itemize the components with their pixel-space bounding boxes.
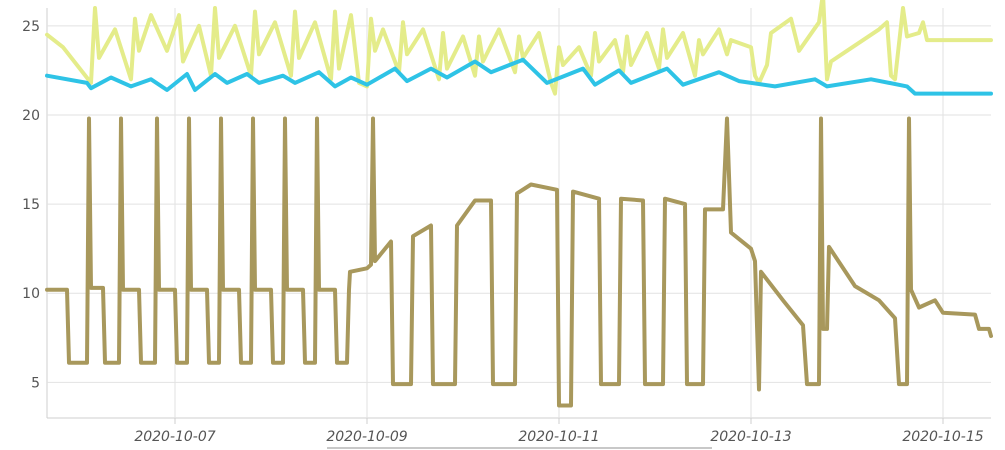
x-tick-label: 2020-10-11	[518, 429, 599, 445]
series-line-1	[45, 0, 993, 96]
y-tick-label: 20	[22, 108, 40, 124]
y-tick-label: 5	[31, 375, 40, 391]
y-tick-label: 10	[22, 286, 40, 302]
range-scrollbar[interactable]	[327, 447, 712, 449]
y-tick-label: 25	[22, 19, 40, 35]
x-tick-label: 2020-10-13	[710, 429, 791, 445]
series-line-2	[45, 57, 993, 96]
x-tick-label: 2020-10-09	[326, 429, 407, 445]
y-tick-label: 15	[22, 197, 40, 213]
x-tick-label: 2020-10-07	[134, 429, 215, 445]
x-tick-label: 2020-10-15	[902, 429, 983, 445]
series-line-3	[45, 116, 993, 408]
